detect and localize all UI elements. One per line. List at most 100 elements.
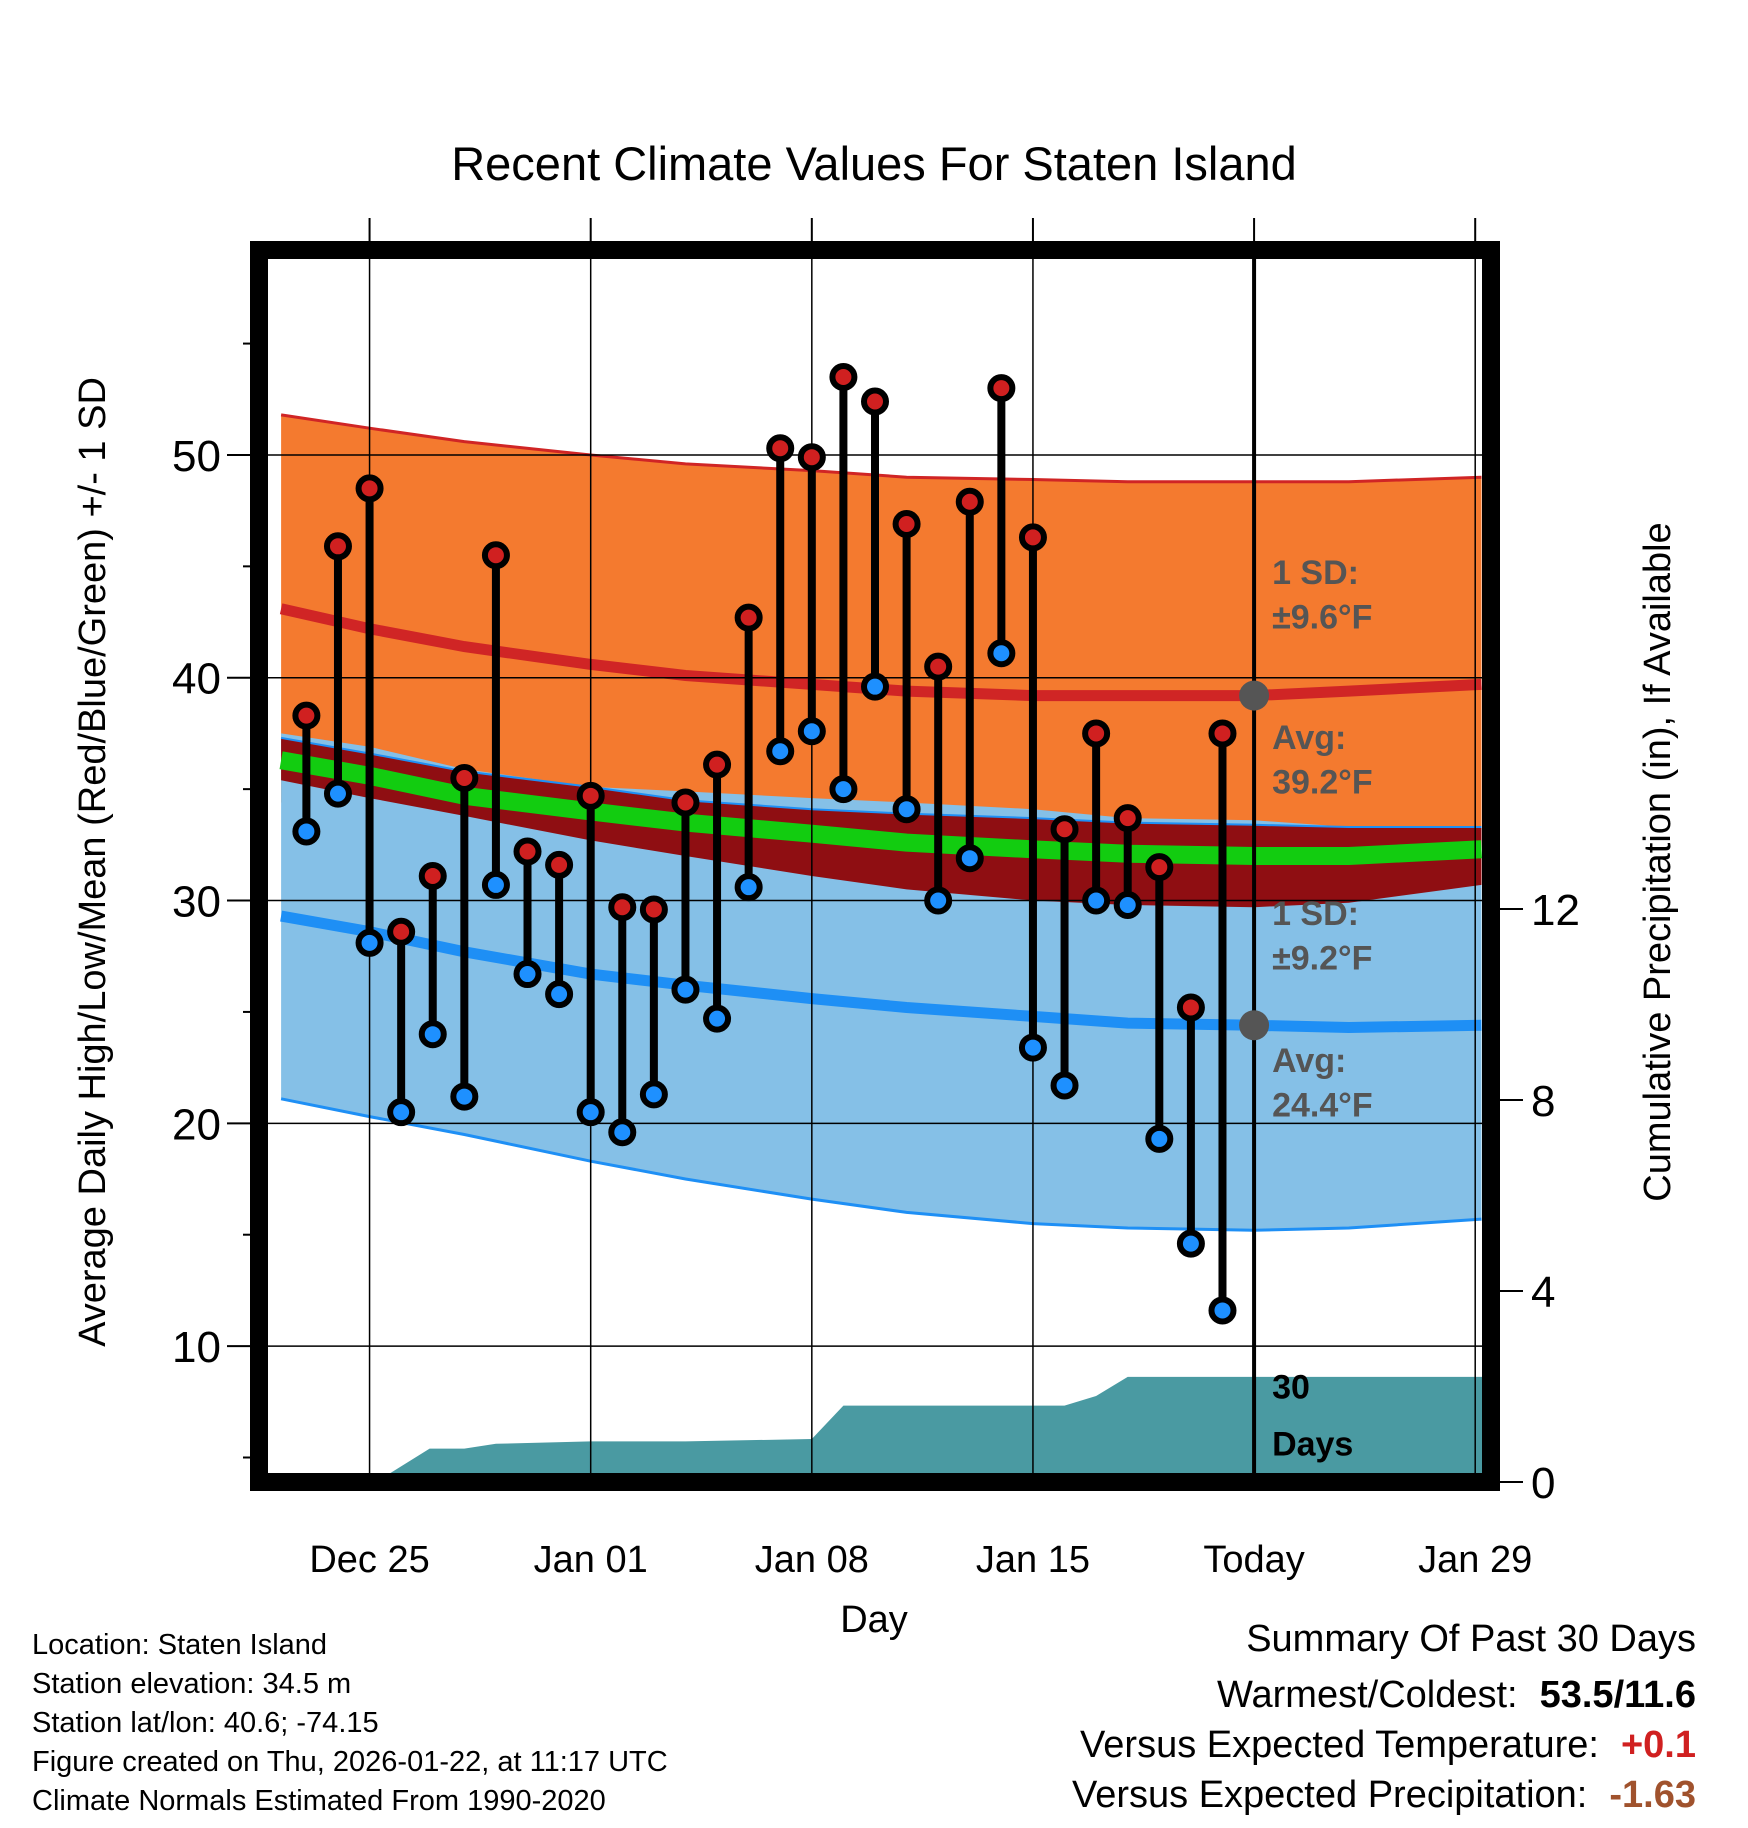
daily-high-point [513,837,542,866]
info-elevation: Station elevation: 34.5 m [32,1668,352,1700]
info-location: Location: Staten Island [32,1629,328,1661]
y-axis-label-left: Average Daily High/Low/Mean (Red/Blue/Gr… [72,377,114,1347]
low-sd-lower-line [280,1097,1482,1232]
daily-high-point [545,850,574,879]
daily-low-point [481,870,510,899]
daily-low-point [513,960,542,989]
precip-window-number: 30 [1272,1368,1310,1406]
daily-low-point [829,775,858,804]
daily-high-point [829,362,858,391]
daily-low-point [797,717,826,746]
y-tick-label-left: 30 [172,878,221,927]
high-sd-value: ±9.6°F [1272,599,1372,637]
low-avg-value: 24.4°F [1272,1087,1373,1125]
warmest-coldest-value: 53.5/11.6 [1539,1674,1696,1716]
temp-delta-value: +0.1 [1620,1724,1696,1766]
daily-high-point [608,893,637,922]
summary-temperature: Versus Expected Temperature: +0.1 [1080,1724,1696,1767]
precip-window-unit: Days [1272,1426,1353,1464]
daily-low-point [639,1080,668,1109]
x-tick-label: Dec 25 [309,1539,429,1581]
daily-low-point [292,817,321,846]
mean-normal-line [279,751,1482,865]
daily-high-point [576,781,605,810]
mean-sd-band [281,737,1482,908]
low-sd-label: 1 SD: [1272,895,1359,933]
x-tick-label: Today [1203,1539,1304,1581]
warmest-coldest-label: Warmest/Coldest: [1217,1674,1518,1716]
daily-high-point [1082,719,1111,748]
y-tick-label-left: 40 [172,655,221,704]
daily-low-point [1176,1229,1205,1258]
daily-high-point [1018,523,1047,552]
daily-high-point [1208,719,1237,748]
daily-high-point [766,434,795,463]
y-tick-label-right: 8 [1531,1077,1555,1126]
temp-delta-label: Versus Expected Temperature: [1080,1724,1599,1766]
high-avg-label: Avg: [1272,719,1346,757]
y-tick-label-right: 0 [1531,1459,1555,1508]
daily-low-point [987,639,1016,668]
daily-high-point [1145,853,1174,882]
daily-low-point [892,795,921,824]
precip-delta-label: Versus Expected Precipitation: [1071,1774,1588,1816]
x-axis-label: Day [840,1599,908,1641]
daily-high-point [703,750,732,779]
daily-low-point [608,1118,637,1147]
y-tick-label-left: 20 [172,1100,221,1149]
plot-content: 1 SD: ±9.6°F Avg: 39.2°F 1 SD: ±9.2°F Avg: 24.4… [259,250,1491,1482]
low-avg-label: Avg: [1272,1042,1346,1080]
daily-high-point [323,532,352,561]
high-avg-marker [1239,680,1270,711]
daily-low-point [1018,1033,1047,1062]
daily-low-point [1145,1124,1174,1153]
daily-low-point [545,980,574,1009]
daily-high-point [387,917,416,946]
y-tick-label-left: 50 [172,432,221,481]
daily-low-point [387,1098,416,1127]
daily-low-point [861,672,889,701]
daily-low-point [734,873,763,902]
mean-upper-edge [280,736,1482,828]
x-tick-label: Jan 01 [534,1539,648,1581]
high-sd-label: 1 SD: [1272,554,1359,592]
info-normals: Climate Normals Estimated From 1990-2020 [32,1785,606,1817]
high-avg-value: 39.2°F [1272,764,1373,802]
plot-area: 1 SD: ±9.6°F Avg: 39.2°F 1 SD: ±9.2°F Avg: 24.4… [172,218,1580,1581]
precip-area [259,1376,1491,1482]
y-tick-label-right: 4 [1531,1268,1555,1317]
daily-high-point [924,652,953,681]
daily-high-point [450,764,479,792]
info-created: Figure created on Thu, 2026-01-22, at 11… [32,1746,668,1778]
low-avg-marker [1239,1010,1270,1041]
daily-low-point [576,1098,605,1127]
daily-low-point [450,1082,479,1111]
daily-low-point [355,928,384,957]
daily-high-point [1176,993,1205,1022]
chart-title: Recent Climate Values For Staten Island [451,137,1297,190]
x-tick-label: Jan 08 [755,1539,869,1581]
daily-high-point [797,443,826,472]
daily-high-point [955,487,984,516]
daily-low-point [703,1004,732,1033]
daily-high-point [861,387,889,416]
summary-warmest-coldest: Warmest/Coldest: 53.5/11.6 [1217,1674,1696,1717]
daily-high-point [418,862,447,891]
daily-high-point [292,701,321,730]
y-tick-label-right: 12 [1531,886,1580,935]
daily-high-point [481,541,510,570]
summary-precipitation: Versus Expected Precipitation: -1.63 [1072,1774,1696,1817]
daily-high-point [671,788,700,817]
high-normal-line [279,603,1482,702]
daily-low-point [323,779,352,808]
summary-title: Summary Of Past 30 Days [1246,1618,1696,1660]
plot-frame [250,241,1500,1491]
daily-low-point [955,844,984,873]
daily-low-point [671,975,700,1004]
daily-high-point [1050,815,1079,844]
daily-low-point [1208,1296,1237,1325]
x-tick-label: Jan 15 [976,1539,1090,1581]
low-normal-line [280,910,1482,1034]
daily-high-point [892,510,921,539]
